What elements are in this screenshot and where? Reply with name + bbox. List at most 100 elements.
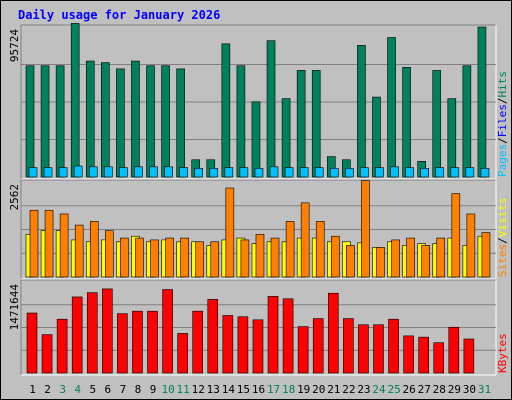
- x-tick-label-6: 6: [105, 383, 112, 396]
- bar-sites-day-20: [315, 221, 325, 278]
- bar-sites-day-15: [240, 239, 250, 278]
- x-tick-label-4: 4: [74, 383, 81, 396]
- bar-sites-day-23: [361, 180, 370, 278]
- bar-sites-day-8: [135, 237, 144, 278]
- x-tick-label-17: 17: [267, 383, 280, 396]
- bar-hits-day-5: [85, 60, 95, 178]
- x-tick-label-15: 15: [237, 383, 250, 396]
- panel-2-series-label: Sites/Visits: [496, 198, 509, 278]
- bar-hits-day-10: [161, 65, 170, 178]
- bar-hits-day-19: [296, 70, 306, 178]
- bar-hits-day-24: [372, 96, 381, 178]
- bar-kbytes-day-4: [71, 296, 83, 374]
- bar-pages-day-18: [284, 167, 294, 178]
- bar-pages-day-25: [390, 166, 399, 178]
- bar-kbytes-day-22: [343, 318, 354, 374]
- bar-hits-day-30: [462, 65, 472, 178]
- panel-1-series-label-part-1: /: [496, 137, 509, 144]
- x-tick-label-18: 18: [282, 383, 295, 396]
- bar-sites-day-29: [451, 193, 461, 278]
- bar-hits-day-11: [176, 68, 185, 178]
- panel-3-series-label-part-0: KBytes: [496, 333, 509, 373]
- bar-hits-day-16: [251, 101, 261, 178]
- bar-pages-day-4: [73, 165, 83, 178]
- bar-sites-day-4: [74, 224, 84, 278]
- bar-sites-day-19: [300, 202, 310, 278]
- bar-hits-day-20: [311, 70, 321, 178]
- bar-kbytes-day-12: [192, 310, 204, 374]
- bar-sites-day-7: [120, 237, 129, 278]
- x-tick-label-1: 1: [29, 383, 36, 396]
- bar-pages-day-9: [149, 166, 158, 178]
- bar-hits-day-2: [40, 65, 50, 178]
- panel-1-series-label-part-0: Pages: [496, 144, 509, 177]
- bar-kbytes-day-16: [252, 319, 264, 374]
- bar-pages-day-20: [314, 167, 324, 178]
- x-axis-tick-labels: 1 2 3 4 5 6 7 8 9 10 11 12 13 14 15 16 17 18 19 20 21 22 23 24 2…: [29, 383, 491, 396]
- bar-sites-day-1: [29, 209, 39, 278]
- bar-kbytes-day-24: [373, 324, 384, 374]
- panel-1-series-label-part-4: Hits: [496, 71, 509, 98]
- panel-2-max-label: 2562: [8, 184, 21, 211]
- x-tick-label-31: 31: [478, 383, 491, 396]
- bar-pages-day-16: [254, 168, 264, 178]
- bar-pages-day-5: [88, 166, 98, 178]
- bar-hits-day-9: [146, 65, 155, 178]
- bar-sites-day-27: [421, 245, 430, 278]
- bar-sites-day-5: [89, 221, 99, 278]
- x-tick-label-20: 20: [312, 383, 325, 396]
- bar-hits-day-8: [131, 60, 140, 178]
- bar-kbytes-day-8: [132, 310, 143, 374]
- bar-kbytes-day-27: [418, 336, 429, 374]
- x-tick-label-8: 8: [135, 383, 142, 396]
- bar-hits-day-23: [357, 45, 366, 178]
- bar-kbytes-day-3: [56, 318, 68, 374]
- x-tick-label-30: 30: [463, 383, 476, 396]
- bar-hits-day-28: [432, 70, 442, 178]
- bar-hits-day-29: [447, 98, 457, 178]
- panel-1-series-label-part-3: /: [496, 98, 509, 105]
- bar-hits-day-18: [281, 98, 291, 178]
- x-tick-label-10: 10: [161, 383, 174, 396]
- bar-pages-day-12: [194, 168, 204, 178]
- x-tick-label-27: 27: [418, 383, 431, 396]
- bar-sites-day-3: [59, 213, 69, 278]
- bar-hits-day-4: [70, 23, 80, 178]
- bar-kbytes-day-17: [267, 296, 279, 374]
- bar-pages-day-17: [269, 166, 279, 178]
- bar-sites-day-28: [436, 237, 446, 278]
- x-tick-label-29: 29: [448, 383, 461, 396]
- bar-sites-day-10: [165, 237, 174, 278]
- bar-hits-day-1: [25, 65, 35, 178]
- x-tick-label-14: 14: [222, 383, 236, 396]
- panel-3-series-label: KBytes: [496, 333, 509, 373]
- bar-kbytes-day-9: [147, 310, 158, 374]
- x-tick-label-25: 25: [387, 383, 400, 396]
- bar-pages-day-11: [179, 167, 188, 178]
- bar-kbytes-day-11: [177, 333, 188, 374]
- x-tick-label-26: 26: [403, 383, 416, 396]
- bar-pages-day-22: [345, 168, 354, 178]
- bar-pages-day-8: [134, 166, 143, 178]
- bar-sites-day-18: [285, 221, 295, 278]
- panel-1-series-label: Pages/Files/Hits: [496, 71, 509, 177]
- bar-hits-day-15: [236, 65, 246, 178]
- bar-kbytes-day-15: [237, 316, 249, 374]
- panel-2: 2562 Sites/Visits: [8, 179, 509, 280]
- bar-kbytes-day-6: [102, 288, 113, 374]
- bar-kbytes-day-21: [327, 292, 339, 374]
- bar-sites-day-21: [330, 235, 340, 278]
- bar-kbytes-day-1: [26, 312, 38, 374]
- bar-hits-day-25: [387, 37, 396, 178]
- bar-sites-day-30: [466, 213, 476, 278]
- bar-pages-day-2: [43, 167, 53, 178]
- x-tick-label-3: 3: [59, 383, 66, 396]
- bar-pages-day-31: [480, 168, 490, 178]
- bar-kbytes-day-18: [282, 298, 294, 374]
- bar-pages-day-1: [28, 167, 38, 178]
- bar-kbytes-day-10: [162, 289, 173, 374]
- bar-kbytes-day-28: [433, 342, 445, 374]
- x-tick-label-23: 23: [357, 383, 370, 396]
